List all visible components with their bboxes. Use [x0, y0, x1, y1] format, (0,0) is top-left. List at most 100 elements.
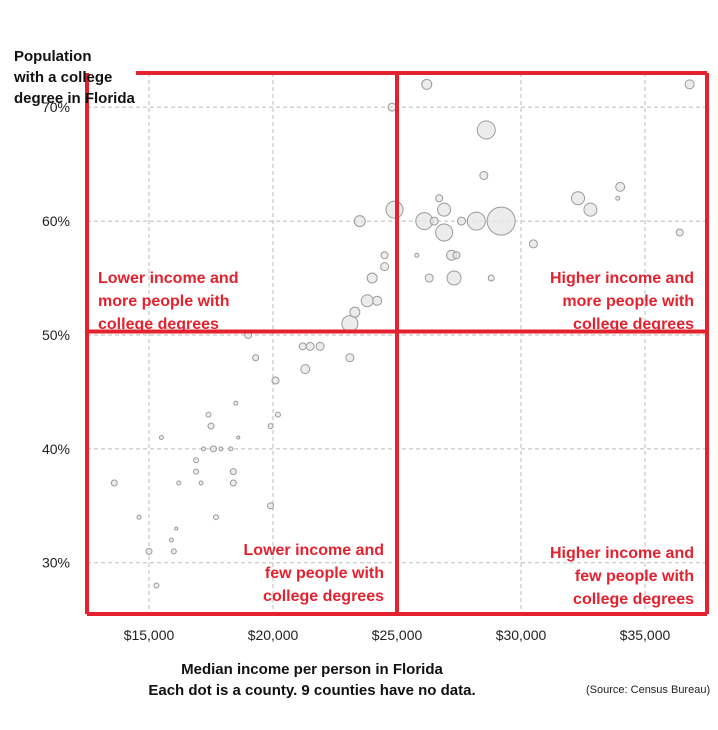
data-point [421, 78, 433, 90]
data-point [193, 457, 200, 464]
data-point [380, 262, 390, 272]
data-point [298, 342, 307, 351]
quadrant-label-line: college degrees [98, 316, 219, 333]
quadrant-label-line: Lower income and [98, 270, 239, 287]
quadrant-label-line: Higher income and [549, 270, 694, 287]
data-point [201, 446, 207, 452]
data-point [229, 468, 237, 476]
data-point [176, 480, 182, 486]
data-point [360, 294, 374, 308]
data-point [271, 376, 280, 385]
data-point [466, 211, 486, 231]
data-point [446, 270, 462, 286]
x-tick-label: $20,000 [248, 627, 299, 643]
data-point [366, 272, 378, 284]
quadrant-boxes [85, 71, 709, 616]
data-point [435, 223, 454, 242]
data-point [315, 341, 325, 351]
data-point [205, 411, 212, 418]
data-point [615, 181, 626, 192]
data-point [341, 315, 359, 333]
data-point [387, 102, 397, 112]
x-axis-label-line: Median income per person in Florida [181, 661, 443, 678]
y-axis-label-line: degree in Florida [14, 90, 135, 107]
x-tick-label: $30,000 [496, 627, 547, 643]
x-tick-label: $35,000 [620, 627, 671, 643]
data-point [233, 400, 239, 406]
data-point [267, 423, 274, 430]
data-point [168, 537, 174, 543]
data-point [380, 251, 389, 260]
data-point [110, 479, 118, 487]
y-axis-label: Population with a college degree in Flor… [14, 46, 135, 109]
data-point [435, 194, 444, 203]
data-point [571, 191, 586, 206]
quadrant-label-bottom-right: Higher income and few people with colleg… [550, 542, 694, 611]
data-point [305, 341, 315, 351]
quadrant-label-bottom-left: Lower income and few people with college… [244, 539, 384, 608]
data-point [236, 435, 241, 440]
data-point [212, 514, 219, 521]
data-point [486, 206, 516, 236]
data-point [615, 195, 621, 201]
quadrant-label-line: Higher income and [549, 545, 694, 562]
y-tick-label: 40% [42, 441, 70, 457]
y-tick-label: 70% [42, 99, 70, 115]
data-point [145, 547, 153, 555]
axis-ticks: 30% 40% 50% 60% 70% $15,000 $20,000 $25,000 $30,… [42, 99, 671, 643]
x-tick-label: $15,000 [124, 627, 175, 643]
data-point [684, 79, 695, 90]
data-point [207, 422, 215, 430]
y-tick-label: 50% [42, 327, 70, 343]
source-note: (Source: Census Bureau) [586, 684, 711, 696]
data-point [345, 353, 355, 363]
data-point [158, 434, 164, 440]
quadrant-label-line: college degrees [263, 588, 384, 605]
quadrant-label-line: few people with [264, 565, 384, 582]
data-point [372, 295, 383, 306]
data-point [198, 480, 204, 486]
data-point [153, 582, 160, 589]
quadrant-label-top-right: Higher income and more people with colle… [550, 267, 694, 336]
data-point [414, 252, 420, 258]
quadrant-label-line: college degrees [573, 316, 694, 333]
x-axis-label-line: Each dot is a county. 9 counties have no… [148, 682, 476, 699]
data-point [583, 202, 598, 217]
data-point [229, 479, 237, 487]
data-point [193, 468, 200, 475]
data-point [479, 171, 489, 181]
data-point [429, 216, 439, 226]
data-point [174, 526, 179, 531]
data-point [385, 200, 404, 219]
data-point [675, 228, 684, 237]
data-point [452, 251, 461, 260]
quadrant-label-line: college degrees [573, 591, 694, 608]
data-point [136, 514, 142, 520]
data-point [300, 364, 311, 375]
data-point [209, 445, 217, 453]
x-tick-label: $25,000 [372, 627, 423, 643]
data-point [476, 120, 496, 140]
data-point [252, 354, 260, 362]
data-points [110, 78, 695, 589]
data-point [218, 446, 224, 452]
quadrant-label-line: few people with [574, 568, 694, 585]
y-axis-label-line: with a college [14, 69, 113, 86]
quadrant-label-line: Lower income and [243, 542, 384, 559]
quadrant-label-top-left: Lower income and more people with colleg… [98, 267, 238, 336]
x-axis-label: Median income per person in Florida Each… [0, 659, 718, 701]
data-point [274, 411, 281, 418]
data-point [528, 239, 538, 249]
data-point [487, 274, 495, 282]
data-point [228, 446, 234, 452]
data-point [456, 216, 466, 226]
y-tick-label: 60% [42, 213, 70, 229]
data-point [437, 202, 452, 217]
quadrant-label-line: more people with [98, 293, 230, 310]
y-axis-label-line: Population [14, 48, 92, 65]
data-point [353, 215, 366, 228]
data-point [424, 273, 434, 283]
quadrant-label-line: more people with [562, 293, 694, 310]
data-point [349, 306, 361, 318]
